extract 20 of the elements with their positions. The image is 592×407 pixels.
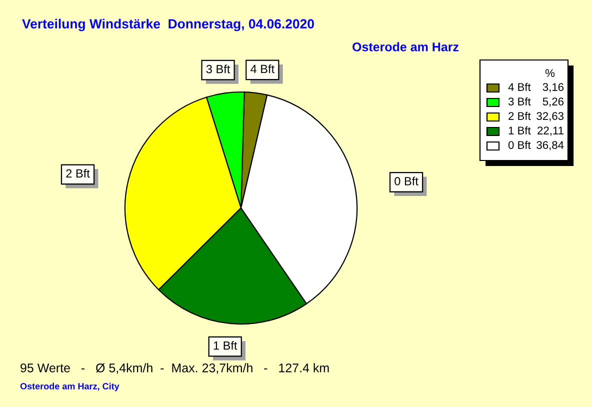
- slice-label: 3 Bft: [206, 64, 230, 74]
- legend-title: %: [545, 69, 555, 77]
- data-label: 5,26: [542, 98, 564, 107]
- data-label: 3,16: [542, 83, 564, 92]
- legend-label: 0 Bft: [508, 140, 531, 149]
- slice-label: 1 Bft: [214, 341, 238, 350]
- legend-label: 3 Bft: [508, 97, 531, 106]
- slice-label: 2 Bft: [66, 168, 90, 178]
- chart-subtitle: Osterode am Harz: [352, 42, 459, 52]
- legend-label: 1 Bft: [508, 126, 531, 134]
- slice-label: 4 Bft: [250, 64, 274, 74]
- text: Osterode am Harz, City: [20, 382, 120, 392]
- data-label: 32,63: [536, 112, 564, 122]
- legend-label: 4 Bft: [508, 82, 531, 91]
- slice-label: 0 Bft: [394, 176, 418, 186]
- legend-label: 2 Bft: [508, 112, 531, 120]
- chart-title: Verteilung Windstärke Donnerstag, 04.06.2020: [22, 18, 314, 32]
- data-label: 36,84: [536, 141, 564, 150]
- text: 95 Werte - Ø 5,4km/h - Max. 23,7km/h - 127.4 km: [20, 363, 329, 374]
- data-label: 22,11: [538, 126, 564, 136]
